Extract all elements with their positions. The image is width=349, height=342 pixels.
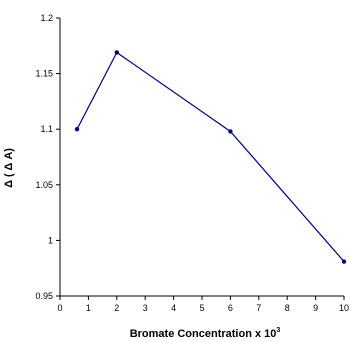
y-axis-title: Δ ( Δ A) <box>3 148 15 188</box>
x-axis-title-text: Bromate Concentration x 10 <box>130 328 277 340</box>
x-tick-label: 7 <box>256 303 261 313</box>
x-tick-label: 3 <box>143 303 148 313</box>
data-point <box>228 129 233 134</box>
x-tick-label: 0 <box>57 303 62 313</box>
x-tick-label: 5 <box>199 303 204 313</box>
y-tick-label: 1 <box>48 235 53 245</box>
x-tick-label: 6 <box>228 303 233 313</box>
y-tick-label: 0.95 <box>35 291 53 301</box>
axes: 0.95 1 1.05 1.1 1.15 1.2 0 1 2 3 4 5 6 7 8 9 10 <box>35 13 349 313</box>
data-point <box>74 127 80 132</box>
x-tick-label: 1 <box>86 303 91 313</box>
x-tick-label: 2 <box>114 303 119 313</box>
y-tick-label: 1.15 <box>35 69 53 79</box>
y-tick-label: 1.1 <box>40 124 53 134</box>
y-tick-label: 1.2 <box>40 13 53 23</box>
x-tick-label: 9 <box>313 303 318 313</box>
series-line <box>76 51 345 262</box>
x-tick-label: 4 <box>171 303 176 313</box>
series-layer <box>74 50 347 264</box>
x-tick-label: 8 <box>285 303 290 313</box>
y-tick-label: 1.05 <box>35 180 53 190</box>
data-point <box>341 259 347 264</box>
x-axis-title-superscript: 3 <box>276 327 280 334</box>
x-axis-title: Bromate Concentration x 103 <box>130 327 281 340</box>
y-axis-title-group: Δ ( Δ A) <box>3 148 15 188</box>
data-point <box>114 50 120 55</box>
x-tick-label: 10 <box>339 303 349 313</box>
